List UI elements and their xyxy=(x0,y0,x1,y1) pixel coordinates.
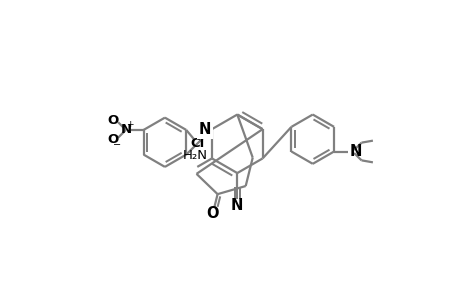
Text: H₂N: H₂N xyxy=(183,149,208,162)
Text: O: O xyxy=(107,133,118,146)
Text: −: − xyxy=(113,140,121,150)
Text: N: N xyxy=(230,198,243,213)
Text: N: N xyxy=(349,144,361,159)
Text: N: N xyxy=(120,123,131,136)
Text: N: N xyxy=(198,122,211,137)
Text: O: O xyxy=(107,114,118,127)
Text: Cl: Cl xyxy=(190,136,204,149)
Text: +: + xyxy=(126,120,133,129)
Text: O: O xyxy=(206,206,218,221)
